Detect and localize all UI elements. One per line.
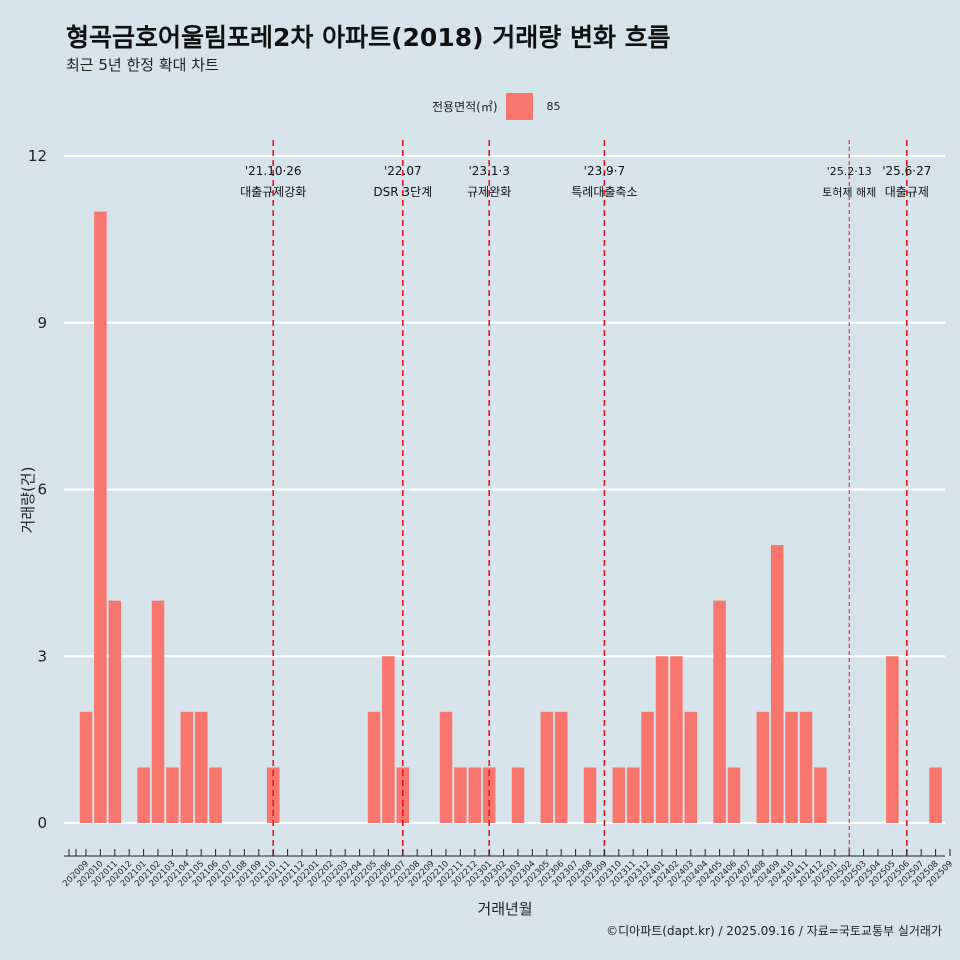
chart-subtitle: 최근 5년 한정 확대 차트 (66, 56, 219, 74)
bar-202102 (151, 600, 165, 823)
legend-item-label: 85 (546, 100, 561, 113)
bar-202403 (684, 711, 698, 823)
x-axis-title: 거래년월 (477, 900, 532, 918)
bar-202011 (108, 600, 122, 823)
bar-202401 (655, 656, 669, 823)
annotation-date-0: '21.10·26 (245, 164, 302, 178)
y-tick-label: 9 (37, 314, 47, 332)
annotation-date-4: '25.2·13 (827, 165, 872, 178)
legend: 전용면적(㎡) 85 (432, 93, 561, 120)
legend-swatch (505, 93, 533, 120)
caption: ©디아파트(dapt.kr) / 2025.09.16 / 자료=국토교통부 실… (606, 924, 942, 938)
bar-202101 (137, 767, 150, 823)
legend-title: 전용면적(㎡) (432, 100, 498, 114)
bar-202009 (79, 711, 93, 823)
annotation-label-3: 특례대출축소 (571, 185, 637, 199)
bar-202408 (756, 711, 770, 823)
bar-202310 (612, 767, 626, 823)
bar-202312 (641, 711, 654, 823)
bar-202211 (454, 767, 467, 823)
annotation-date-3: '23.9·7 (584, 164, 625, 178)
y-axis-title: 거래량(건) (19, 467, 37, 534)
bar-202405 (713, 600, 726, 823)
bar-202410 (785, 711, 798, 823)
bar-202409 (770, 545, 784, 823)
annotation-label-1: DSR 3단계 (373, 185, 432, 199)
chart-title: 형곡금호어울림포레2차 아파트(2018) 거래량 변화 흐름 (66, 23, 671, 52)
bar-202411 (799, 711, 813, 823)
bar-202402 (670, 656, 683, 823)
bar-202106 (209, 767, 222, 823)
bar-202212 (468, 767, 482, 823)
y-tick-label: 3 (37, 647, 47, 665)
annotation-label-4: 토허제 해제 (822, 185, 876, 199)
axes: 2020092020102020112020122021012021022021… (61, 849, 955, 889)
bar-202306 (554, 711, 568, 823)
bar-202103 (166, 767, 179, 823)
annotation-date-5: '25.6·27 (882, 164, 931, 178)
annotation-date-1: '22.07 (384, 164, 422, 178)
bar-202210 (439, 711, 453, 823)
annotations: '21.10·26 대출규제강화 '22.07 DSR 3단계 '23.1·3 규제완화 '… (240, 140, 931, 856)
y-tick-label: 0 (37, 814, 47, 832)
annotation-label-2: 규제완화 (467, 185, 511, 199)
bar-202508 (929, 767, 942, 823)
annotation-date-2: '23.1·3 (468, 164, 509, 178)
bar-202305 (540, 711, 554, 823)
bar-202206 (382, 656, 395, 823)
annotation-label-5: 대출규제 (885, 185, 929, 199)
bar-202505 (886, 656, 899, 823)
bar-202406 (727, 767, 741, 823)
bar-202311 (626, 767, 640, 823)
bar-202205 (367, 711, 381, 823)
bar-202303 (511, 767, 525, 823)
bar-202105 (194, 711, 208, 823)
bars (79, 211, 942, 824)
bar-202308 (583, 767, 597, 823)
bar-202412 (814, 767, 827, 823)
bar-202104 (180, 711, 194, 823)
bar-202010 (94, 211, 107, 824)
y-tick-label: 12 (28, 147, 47, 165)
annotation-label-0: 대출규제강화 (240, 185, 306, 199)
y-tick-label: 6 (37, 481, 47, 499)
